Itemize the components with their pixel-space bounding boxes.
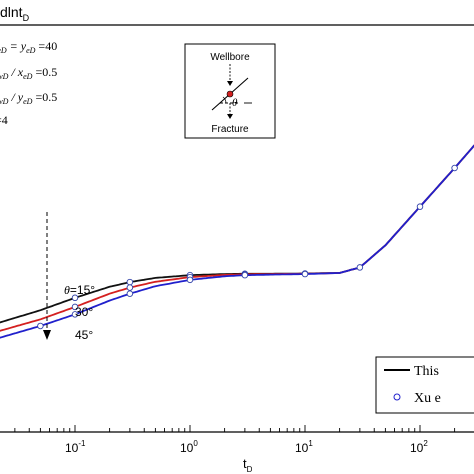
legend-label-xu: Xu e [414, 391, 441, 406]
angle-label-45: 45° [75, 328, 93, 342]
series-3-marker [71, 311, 79, 318]
angle-arrow-head [43, 330, 51, 340]
series-1-marker [126, 278, 134, 286]
series-3-marker [37, 322, 44, 330]
x-tick-label: 10-1 [65, 439, 86, 455]
inset-angle-arc [222, 96, 227, 104]
inset-angle-label: θ [232, 97, 238, 109]
param-line-2: xwD / xeD =0.5 [0, 65, 57, 81]
inset-fracture-label: Fracture [211, 124, 249, 135]
angle-label-30: 30° [75, 305, 93, 319]
series-3-marker [416, 203, 424, 210]
param-line-4: =4 [0, 113, 8, 127]
x-tick-label: 102 [410, 439, 428, 455]
param-block: xeD = yeD =40 xwD / xeD =0.5 ywD / yeD =… [0, 39, 57, 127]
series-3-marker [451, 164, 458, 172]
legend-circle-sample [393, 393, 401, 401]
series-3-marker [241, 271, 249, 279]
x-axis-label: tD [243, 456, 253, 474]
series-group [0, 144, 474, 339]
legend-label-this: This [414, 364, 439, 379]
x-axis-label-sub: D [247, 465, 253, 474]
angle-annotation: θ=15° 30° 45° [43, 212, 95, 342]
x-tick-label: 100 [180, 439, 198, 455]
inset-top-arrowhead [227, 81, 233, 86]
y-axis-label: dlntD [0, 4, 30, 23]
y-axis-label-sub: D [23, 13, 30, 23]
series-line-3 [0, 144, 474, 339]
series-3-marker [126, 290, 134, 297]
legend-box [375, 356, 474, 414]
series-3-marker [186, 276, 194, 284]
param-line-1: xeD = yeD =40 [0, 39, 57, 55]
series-line-2 [0, 144, 474, 332]
inset-wellbore-dot [226, 90, 234, 98]
legend: This Xu e [375, 356, 474, 414]
inset-frame [184, 43, 276, 139]
series-1-marker [71, 294, 79, 302]
series-3-marker [356, 264, 364, 271]
inset-bottom-arrowhead [227, 114, 233, 119]
series-2-marker [71, 303, 79, 311]
series-2-marker [126, 284, 134, 291]
x-tick-label: 101 [295, 439, 313, 455]
series-3-marker [301, 270, 309, 278]
angle-label-15: θ=15° [64, 283, 95, 297]
inset-diagram: Wellbore θ Fracture [184, 43, 276, 139]
inset-wellbore-label: Wellbore [210, 52, 250, 63]
x-tick-group: 10-1 100 101 102 [14, 425, 456, 455]
param-line-3: ywD / yeD =0.5 [0, 90, 57, 106]
